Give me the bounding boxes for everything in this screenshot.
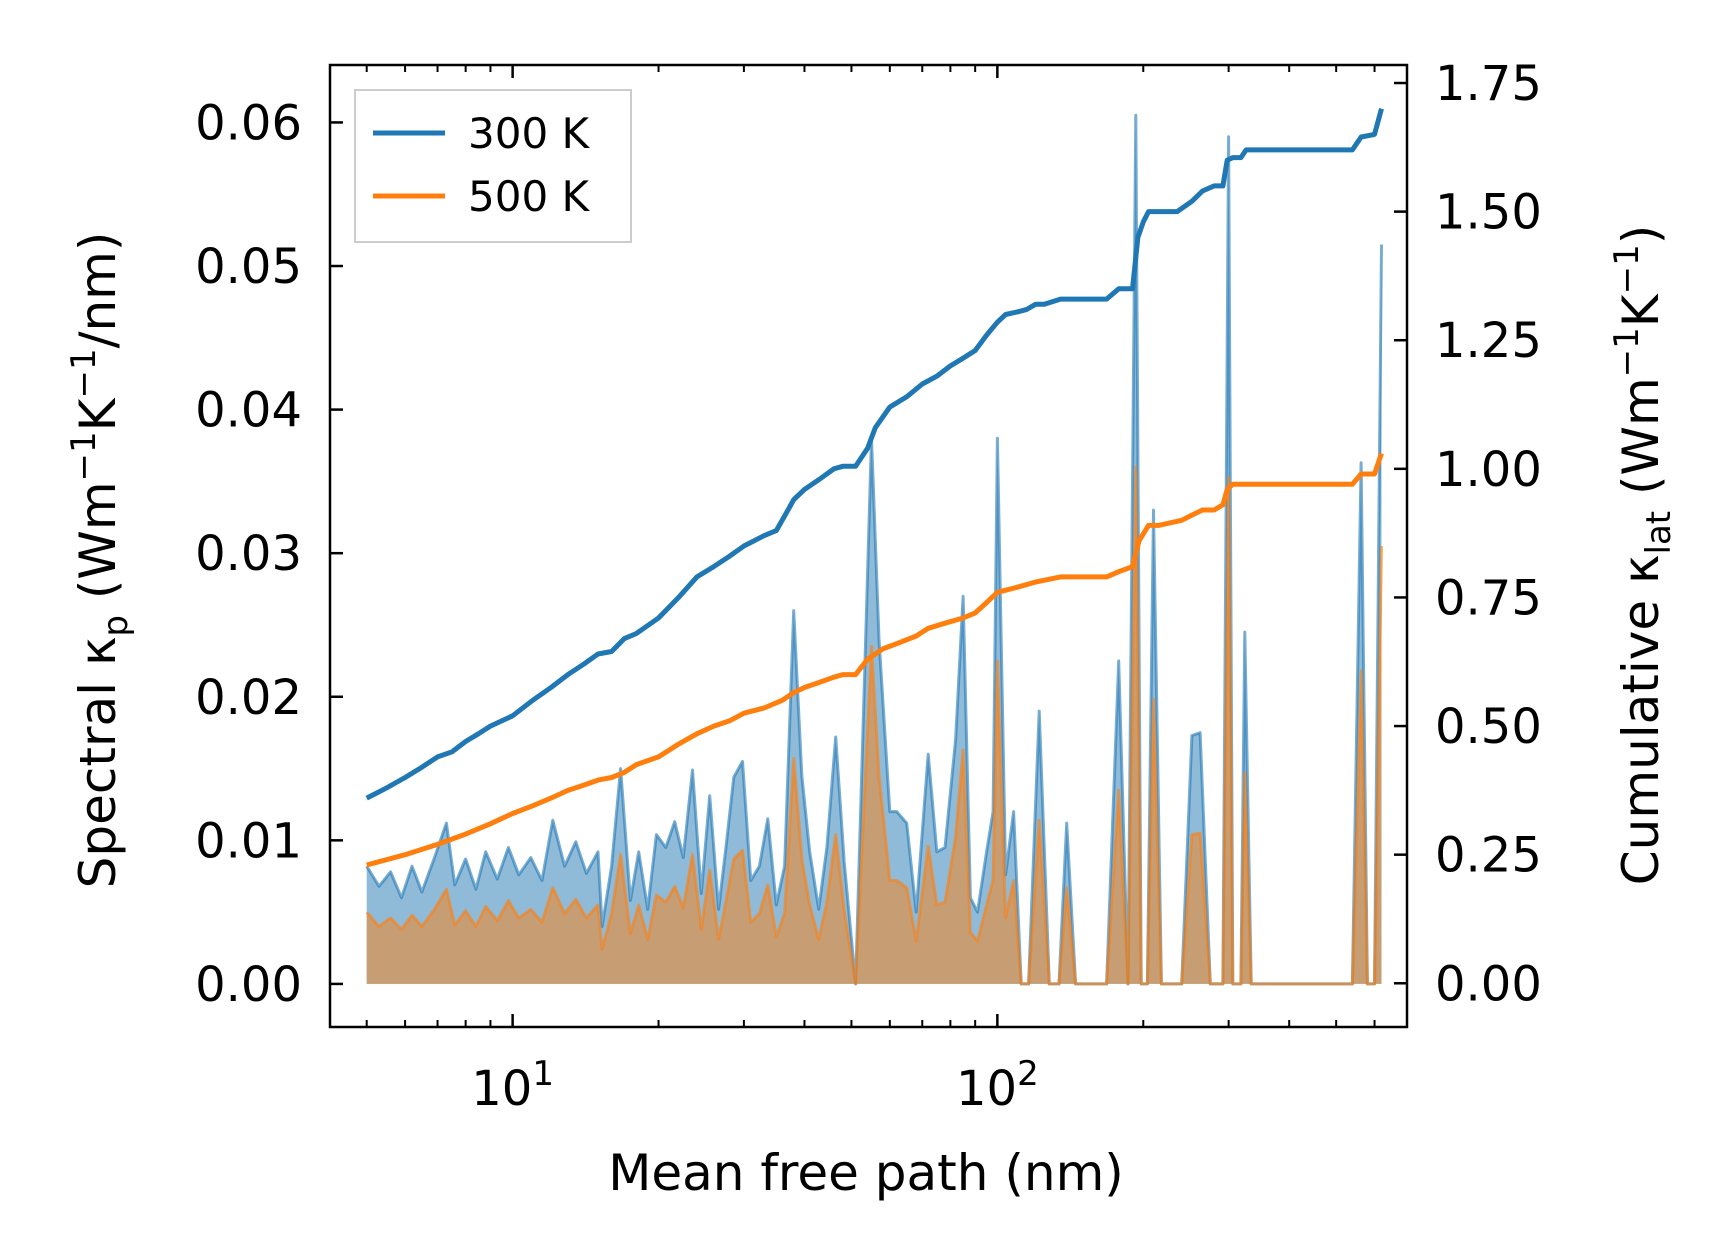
left-y-tick-label: 0.05: [195, 239, 302, 295]
right-y-tick-label: 1.25: [1435, 313, 1542, 369]
cumulative-300k-line: [365, 108, 1384, 801]
right-y-tick-label: 0.75: [1435, 570, 1542, 626]
right-y-tick-label: 0.25: [1435, 828, 1542, 884]
axes-frame: [328, 63, 1409, 1029]
cumulative-500k-line: [366, 452, 1384, 868]
legend-label-300k: 300 K: [468, 109, 591, 158]
right-y-tick-label: 1.50: [1435, 185, 1542, 241]
legend-frame: [354, 89, 632, 243]
x-tick-label: 102: [956, 1054, 1039, 1117]
left-y-tick-label: 0.00: [195, 957, 302, 1013]
spectral-300k-fill: [366, 115, 1382, 984]
x-axis-label: Mean free path (nm): [608, 1144, 1124, 1202]
right-y-tick-label: 0.50: [1435, 699, 1542, 755]
x-tick-label: 101: [471, 1054, 554, 1117]
left-y-tick-label: 0.01: [195, 813, 302, 869]
left-y-tick-label: 0.02: [195, 670, 302, 726]
right-y-tick-label: 1.75: [1435, 56, 1542, 112]
spectral-300k-line: [365, 113, 1383, 986]
legend: 300 K 500 K: [354, 89, 632, 243]
right-y-axis-label: Cumulative κlat (Wm−1K−1): [1607, 225, 1679, 885]
left-y-tick-label: 0.03: [195, 526, 302, 582]
left-y-tick-label: 0.06: [195, 95, 302, 151]
plot-area: [365, 108, 1384, 986]
right-y-tick-label: 1.00: [1435, 442, 1542, 498]
spectral-500k-line: [365, 465, 1383, 986]
left-y-axis-label: Spectral κp (Wm−1K−1/nm): [64, 232, 136, 889]
left-y-tick-label: 0.04: [195, 383, 302, 439]
axes-layer: 0.00 0.01 0.02 0.03 0.04 0.05 0.06 0.00 0.25 0.50…: [195, 56, 1542, 1117]
right-y-tick-label: 0.00: [1435, 956, 1542, 1012]
spectral-500k-fill: [366, 467, 1382, 984]
legend-label-500k: 500 K: [468, 172, 591, 221]
